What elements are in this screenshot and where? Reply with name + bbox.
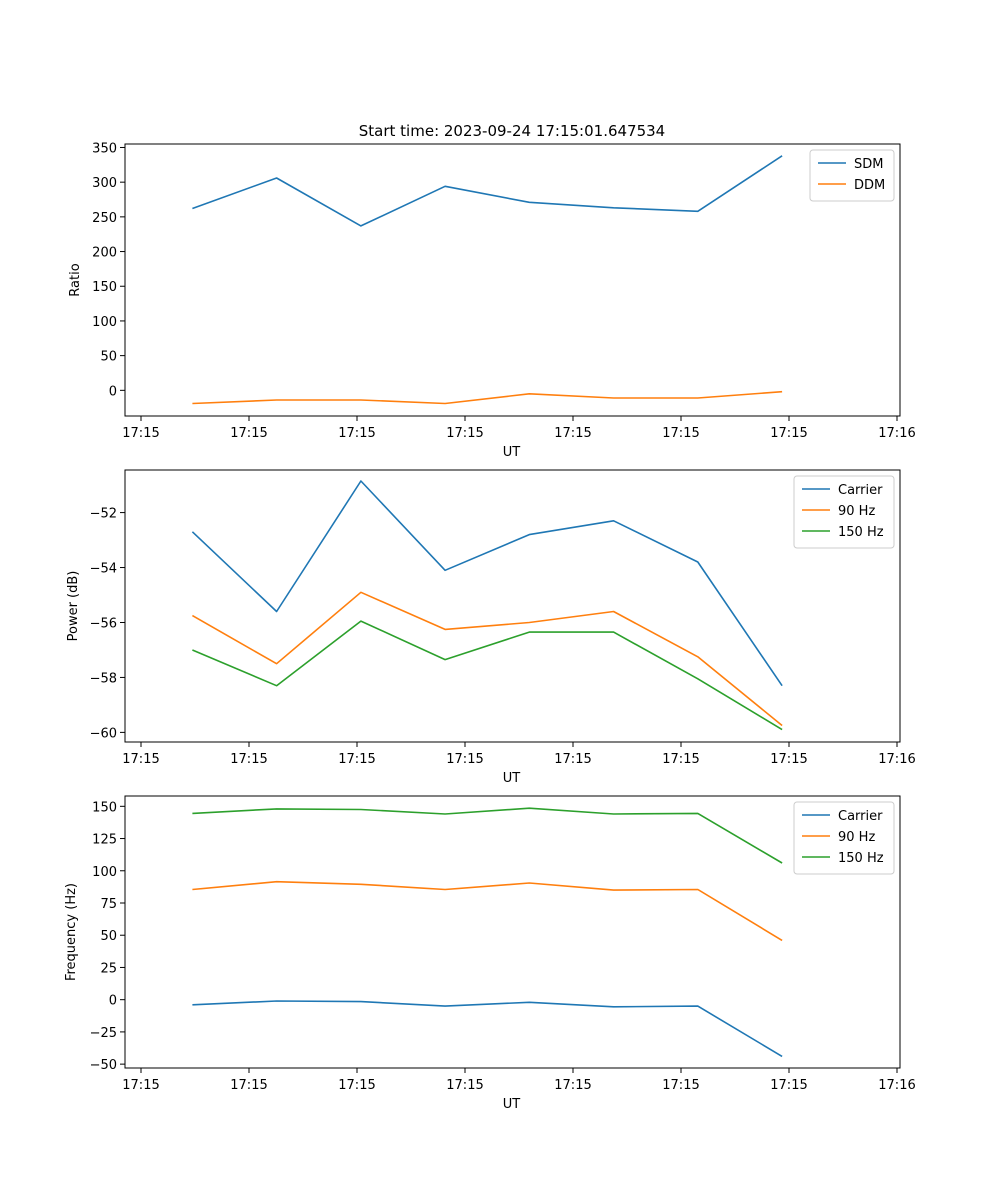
y-tick-label: 100 (92, 315, 117, 330)
x-tick-label: 17:16 (878, 1078, 915, 1093)
series-line-150-hz (192, 807, 783, 864)
series-line-90-hz (192, 591, 783, 727)
y-tick-label: 100 (92, 865, 117, 880)
chart-2: −60 −58 −56 −54 −52 17:15 17:15 17:15 17:15 17:15… (66, 469, 916, 786)
x-tick-label: 17:15 (662, 1078, 699, 1093)
legend-box (793, 801, 895, 875)
legend-label: 90 Hz (838, 830, 875, 845)
x-axis-label: UT (503, 1097, 521, 1112)
legend-label: Carrier (838, 483, 883, 498)
legend-label: DDM (854, 178, 885, 193)
x-tick-label: 17:15 (446, 752, 483, 767)
x-tick-label: 17:15 (338, 426, 375, 441)
x-tick-label: 17:15 (230, 752, 267, 767)
x-tick-label: 17:15 (230, 426, 267, 441)
x-tick-label: 17:16 (878, 426, 915, 441)
y-axis-label: Frequency (Hz) (64, 883, 79, 981)
y-tick-label: 50 (100, 929, 117, 944)
y-axis-label: Ratio (68, 263, 83, 296)
y-tick-label: −60 (90, 726, 117, 741)
x-tick-label: 17:15 (446, 1078, 483, 1093)
legend-label: Carrier (838, 809, 883, 824)
y-tick-label: 300 (92, 176, 117, 191)
y-tick-label: 150 (92, 800, 117, 815)
y-tick-label: −25 (90, 1026, 117, 1041)
y-tick-label: 350 (92, 141, 117, 156)
legend-label: 90 Hz (838, 504, 875, 519)
x-tick-label: 17:15 (230, 1078, 267, 1093)
x-tick-label: 17:15 (554, 752, 591, 767)
legend-label: 150 Hz (838, 851, 884, 866)
chart-3: −50 −25 0 25 50 75 100 125 150 17:15 17:15 17:15 17:… (64, 795, 916, 1112)
x-tick-label: 17:15 (770, 1078, 807, 1093)
y-tick-label: 25 (100, 961, 117, 976)
x-tick-label: 17:15 (770, 426, 807, 441)
y-tick-label: 250 (92, 211, 117, 226)
legend-label: SDM (854, 157, 883, 172)
x-tick-label: 17:15 (122, 752, 159, 767)
y-tick-label: 0 (109, 384, 117, 399)
axes-frame (124, 143, 901, 417)
y-tick-label: 125 (92, 833, 117, 848)
x-tick-label: 17:16 (878, 752, 915, 767)
y-tick-label: 75 (100, 897, 117, 912)
axes-frame (124, 469, 901, 743)
x-tick-label: 17:15 (338, 752, 375, 767)
y-tick-label: −54 (90, 562, 117, 577)
axes-frame (124, 795, 901, 1069)
legend-label: 150 Hz (838, 525, 884, 540)
x-tick-label: 17:15 (446, 426, 483, 441)
y-tick-label: −52 (90, 507, 117, 522)
x-tick-label: 17:15 (662, 752, 699, 767)
y-tick-label: 0 (109, 994, 117, 1009)
chart-title: Start time: 2023-09-24 17:15:01.647534 (359, 122, 665, 140)
x-tick-label: 17:15 (338, 1078, 375, 1093)
y-tick-label: −56 (90, 616, 117, 631)
y-tick-label: −58 (90, 671, 117, 686)
series-line-90-hz (192, 880, 783, 942)
series-line-ddm (192, 390, 783, 405)
legend-box (793, 475, 895, 549)
y-tick-label: 200 (92, 246, 117, 261)
chart-1: 0 50 100 150 200 250 300 350 17:15 17:15 17:15 17:1… (68, 141, 916, 460)
series-line-150-hz (192, 620, 783, 731)
x-axis-label: UT (503, 445, 521, 460)
x-tick-label: 17:15 (122, 426, 159, 441)
x-tick-label: 17:15 (554, 1078, 591, 1093)
x-axis-label: UT (503, 771, 521, 786)
y-tick-label: 150 (92, 280, 117, 295)
x-tick-label: 17:15 (554, 426, 591, 441)
y-tick-label: 50 (100, 350, 117, 365)
x-tick-label: 17:15 (662, 426, 699, 441)
series-line-sdm (192, 155, 783, 227)
series-line-carrier (192, 1000, 783, 1058)
x-tick-label: 17:15 (122, 1078, 159, 1093)
y-tick-label: −50 (90, 1058, 117, 1073)
x-tick-label: 17:15 (770, 752, 807, 767)
series-line-carrier (191, 480, 783, 687)
y-axis-label: Power (dB) (66, 571, 81, 642)
